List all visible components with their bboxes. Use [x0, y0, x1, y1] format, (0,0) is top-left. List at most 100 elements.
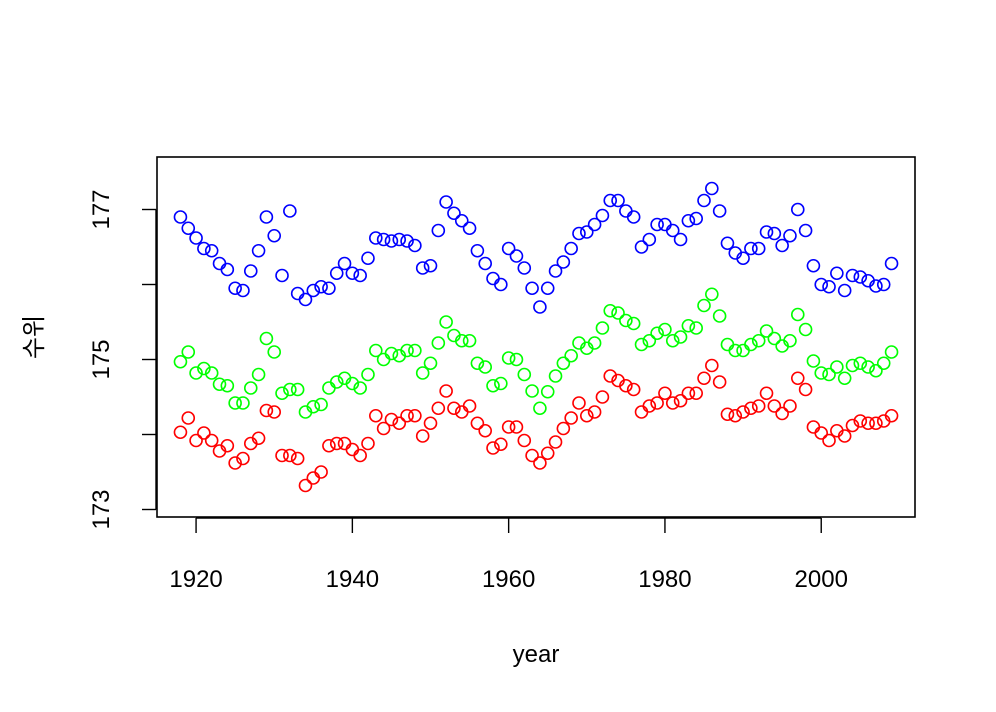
data-point [220, 262, 235, 277]
data-point [798, 382, 813, 397]
data-point [494, 437, 508, 452]
data-point [220, 378, 235, 393]
data-point [345, 442, 360, 457]
data-point [595, 390, 610, 404]
data-point [869, 279, 883, 293]
data-point [275, 448, 289, 463]
data-point [634, 240, 649, 254]
data-point [650, 396, 664, 410]
data-point [212, 256, 227, 271]
data-point [400, 408, 414, 423]
data-point [259, 403, 274, 418]
data-point [204, 243, 219, 258]
data-point [611, 306, 625, 320]
data-point [181, 411, 196, 425]
data-point [353, 448, 367, 463]
data-point [845, 358, 860, 373]
data-point [173, 354, 188, 369]
data-point [423, 356, 438, 371]
data-point [697, 371, 711, 386]
data-point [415, 429, 430, 443]
data-point [197, 426, 211, 440]
data-point [329, 266, 344, 281]
data-point [361, 436, 375, 451]
data-point [744, 241, 758, 256]
data-point [658, 386, 672, 401]
data-point [408, 238, 422, 253]
data-point [470, 243, 485, 258]
data-point [204, 366, 219, 380]
data-point [212, 377, 227, 392]
data-point [876, 356, 891, 371]
data-point [728, 343, 743, 358]
data-point [736, 405, 750, 419]
y-tick-label: 175 [88, 339, 115, 379]
data-point [423, 258, 438, 273]
data-point [564, 241, 578, 256]
data-point [673, 393, 688, 408]
data-point [408, 343, 422, 358]
data-point [431, 336, 446, 350]
data-point [603, 303, 618, 318]
data-point [556, 255, 571, 269]
x-tick-label: 1980 [638, 566, 691, 593]
data-point [751, 333, 766, 348]
data-point [830, 266, 844, 281]
data-point [814, 277, 829, 292]
data-point [697, 193, 711, 208]
plot-frame [156, 156, 916, 518]
data-point [689, 211, 703, 226]
data-point [478, 423, 493, 438]
data-point [572, 226, 586, 241]
data-point [243, 264, 258, 278]
data-point [806, 258, 821, 273]
data-point [462, 399, 477, 413]
data-point [173, 425, 188, 440]
data-point [681, 318, 696, 333]
data-point [533, 401, 547, 416]
data-point [783, 333, 797, 348]
data-point [251, 431, 266, 446]
data-point [361, 367, 375, 382]
data-point [697, 298, 711, 313]
data-point [204, 433, 219, 448]
data-point [447, 206, 461, 221]
data-point [603, 369, 618, 383]
data-point [376, 232, 391, 247]
data-point [720, 236, 735, 251]
data-point [673, 232, 688, 247]
data-point [220, 438, 235, 453]
data-point [712, 309, 727, 323]
data-point [439, 195, 453, 209]
data-point [540, 384, 555, 399]
data-point [462, 221, 477, 236]
data-point [384, 412, 399, 427]
data-point [775, 406, 789, 421]
data-point [259, 210, 274, 224]
data-point [720, 337, 735, 352]
data-point [767, 226, 782, 241]
data-point [259, 331, 274, 346]
data-point [329, 375, 344, 389]
data-point [783, 228, 797, 243]
data-point [376, 352, 391, 367]
y-axis: 173 175 177 [88, 189, 157, 530]
data-point [626, 382, 641, 397]
data-point [540, 446, 555, 461]
data-point [751, 241, 766, 256]
data-point [283, 448, 297, 463]
data-point [814, 366, 829, 380]
x-tick-label: 2000 [795, 566, 848, 593]
data-point [790, 371, 805, 386]
data-point [619, 313, 633, 328]
data-point [556, 421, 571, 436]
data-point [400, 343, 414, 358]
data-point [376, 421, 391, 436]
data-point [361, 251, 375, 266]
data-point [665, 333, 680, 348]
data-point [665, 223, 680, 238]
data-point [884, 345, 899, 359]
data-point [564, 411, 578, 425]
data-point [548, 264, 563, 278]
data-point [822, 433, 836, 448]
